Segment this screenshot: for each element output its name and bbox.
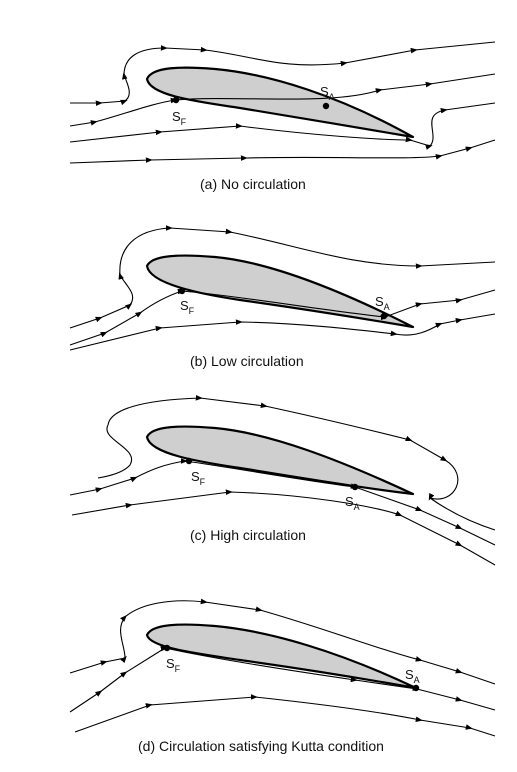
rear-stagnation-point-b	[380, 312, 388, 320]
front-stagnation-point-a	[172, 96, 180, 104]
streamline-b-3	[69, 313, 496, 351]
streamline-c-3	[71, 489, 496, 566]
streamline-a-3	[69, 102, 496, 150]
caption-b: (b) Low circulation	[190, 353, 304, 369]
front-stagnation-label-b: SF	[180, 298, 195, 316]
rear-stagnation-label-a: SA	[320, 84, 335, 102]
rear-stagnation-point-a	[322, 102, 330, 110]
caption-a: (a) No circulation	[200, 176, 306, 192]
streamline-d-3	[74, 694, 496, 737]
panel-b: SA SF (b) Low circulation	[69, 225, 496, 369]
streamline-a-4	[69, 139, 496, 164]
caption-c: (c) High circulation	[190, 527, 306, 543]
airfoil-a	[145, 66, 415, 139]
front-stagnation-point-d	[163, 644, 171, 652]
front-stagnation-label-a: SF	[172, 109, 187, 127]
panel-c: SA SF (c) High circulation	[69, 395, 496, 566]
rear-stagnation-label-b: SA	[375, 294, 390, 312]
airfoil-d	[145, 623, 418, 690]
streamline-a-2	[69, 73, 496, 127]
panel-d: SA SF (d) Circulation satisfying Kutta c…	[69, 598, 496, 754]
panel-a: SA SF (a) No circulation	[69, 41, 496, 192]
streamline-b-2	[69, 288, 496, 346]
front-stagnation-point-c	[185, 457, 193, 465]
front-stagnation-label-d: SF	[166, 656, 181, 674]
streamline-c-2	[69, 458, 496, 546]
streamline-c-0	[97, 424, 133, 479]
rear-stagnation-point-d	[412, 684, 420, 692]
rear-stagnation-label-d: SA	[405, 667, 420, 685]
rear-stagnation-point-c	[351, 483, 359, 491]
caption-d: (d) Circulation satisfying Kutta conditi…	[138, 738, 384, 754]
front-stagnation-point-b	[178, 287, 186, 295]
rear-stagnation-label-c: SA	[345, 494, 360, 512]
front-stagnation-label-c: SF	[191, 469, 206, 487]
